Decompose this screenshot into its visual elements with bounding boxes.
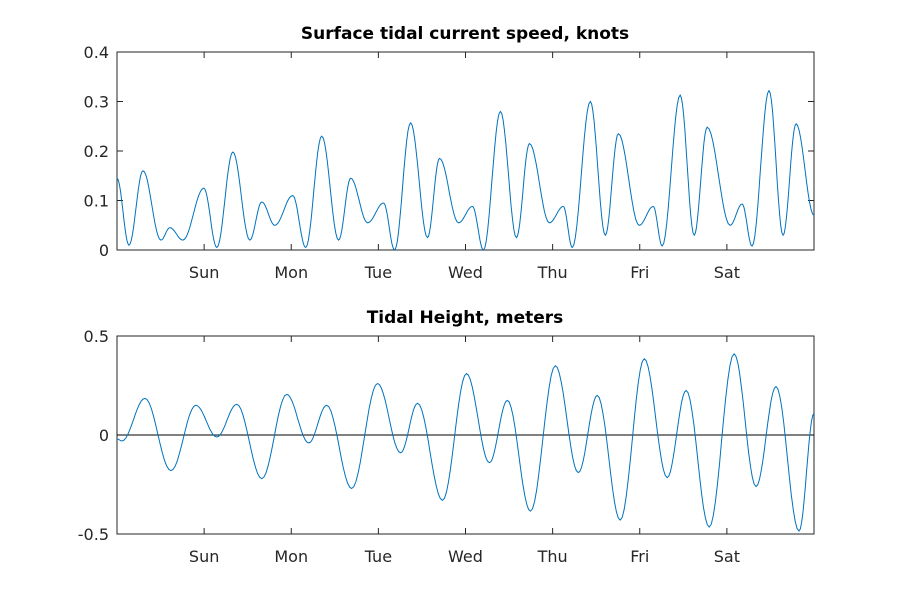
x-tick-label: Mon <box>274 547 308 566</box>
y-tick-label: 0.2 <box>84 142 109 161</box>
x-tick-label: Fri <box>630 547 649 566</box>
x-tick-label: Sat <box>714 263 740 282</box>
x-tick-label: Wed <box>448 263 483 282</box>
y-tick-label: 0.5 <box>84 327 109 346</box>
plot-area <box>116 51 815 251</box>
y-tick-label: 0.1 <box>84 192 109 211</box>
x-tick-label: Tue <box>364 547 392 566</box>
speed-axes: 0 0.1 0.2 0.3 0.4 Sun Mon Tue Wed Thu Fri Sat Surfac… <box>84 24 815 282</box>
x-tick-label: Thu <box>537 547 568 566</box>
x-tick-label: Mon <box>274 263 308 282</box>
x-tick-label: Tue <box>364 263 392 282</box>
y-tick-label: 0 <box>99 426 109 445</box>
height-axes: -0.5 0 0.5 Sun Mon Tue Wed Thu Fri Sat Tidal Heigh… <box>78 308 815 566</box>
x-tick-label: Fri <box>630 263 649 282</box>
speed-chart-title: Surface tidal current speed, knots <box>301 24 629 44</box>
y-tick-label: 0 <box>99 241 109 260</box>
height-chart-title: Tidal Height, meters <box>367 308 564 328</box>
x-tick-label: Wed <box>448 547 483 566</box>
x-tick-label: Sun <box>189 263 219 282</box>
y-tick-label: 0.3 <box>84 93 109 112</box>
height-line <box>117 352 815 532</box>
x-tick-label: Sun <box>189 547 219 566</box>
y-tick-label: 0.4 <box>84 43 109 62</box>
x-tick-label: Sat <box>714 547 740 566</box>
x-tick-label: Thu <box>537 263 568 282</box>
y-tick-label: -0.5 <box>78 525 109 544</box>
speed-line <box>116 89 815 251</box>
